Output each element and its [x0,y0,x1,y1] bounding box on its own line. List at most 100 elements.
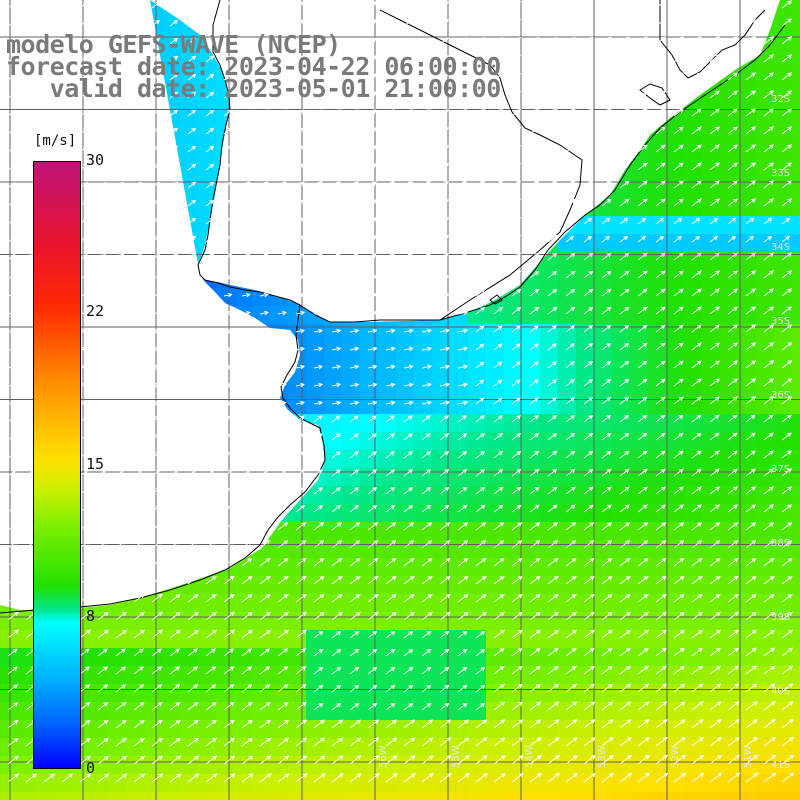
wind-arrow [259,469,269,477]
wind-arrow [475,163,486,171]
wind-arrow [151,19,161,27]
speed-cell [720,648,739,667]
speed-cell [756,216,775,235]
wind-arrow [781,270,793,279]
speed-cell [198,126,217,145]
wind-arrow [673,90,684,99]
speed-cell [180,702,199,721]
speed-cell [522,468,541,487]
wind-arrow [691,235,701,243]
wind-arrow [205,522,217,531]
speed-cell [486,396,505,415]
wind-arrow [691,772,705,783]
speed-cell [504,630,523,649]
wind-arrow [583,126,594,135]
wind-arrow [565,575,577,585]
speed-cell [306,522,325,541]
wind-arrow [331,737,344,747]
wind-arrow [547,665,559,675]
speed-cell [648,216,667,235]
wind-arrow [367,310,378,316]
wind-arrow [7,274,18,280]
speed-cell [468,666,487,685]
wind-arrow [187,199,197,207]
wind-arrow [511,522,523,531]
wind-arrow [511,450,522,459]
wind-arrow [367,540,379,549]
wind-arrow [133,127,143,135]
wind-arrow [151,235,161,243]
speed-cell [396,468,415,487]
wind-arrow [511,737,524,747]
wind-arrow [691,288,702,297]
speed-cell [504,612,523,631]
wind-arrow [277,648,289,657]
wind-arrow [583,647,595,657]
wind-arrow [547,234,558,243]
wind-arrow [367,91,377,99]
speed-cell [756,306,775,325]
speed-cell [558,486,577,505]
speed-cell [486,720,505,739]
wind-arrow [601,217,611,225]
speed-cell [540,756,559,775]
speed-cell [162,594,181,613]
wind-arrow [709,414,720,423]
wind-arrow [115,382,124,388]
speed-cell [126,792,145,800]
speed-cell [612,702,631,721]
wind-arrow [97,401,106,406]
speed-cell [450,594,469,613]
speed-cell [324,450,343,469]
wind-arrow [745,450,756,459]
speed-cell [684,504,703,523]
wind-arrow [583,772,597,783]
wind-arrow [655,611,667,621]
wind-arrow [601,72,612,81]
wind-arrow [7,773,20,783]
wind-arrow [421,199,431,207]
wind-arrow [673,54,684,63]
wind-arrow [277,274,287,280]
speed-cell [486,558,505,577]
speed-cell [468,504,487,523]
wind-arrow [169,127,179,135]
wind-arrow [169,755,182,765]
wind-arrow [763,396,775,405]
speed-cell [432,594,451,613]
speed-cell [576,540,595,559]
wind-arrow [349,292,360,298]
wind-arrow [457,575,469,585]
wind-arrow [763,665,776,675]
wind-arrow [205,505,215,513]
land-area [0,0,780,322]
wind-arrow [673,737,686,747]
wind-arrow [313,235,323,243]
wind-arrow [745,0,756,9]
speed-cell [792,486,800,505]
wind-arrow [565,415,576,423]
wind-arrow [565,719,578,729]
wind-arrow [781,736,794,747]
speed-cell [774,414,793,433]
speed-cell [342,576,361,595]
wind-arrow [223,253,233,261]
wind-arrow [223,19,233,27]
wind-arrow [277,737,290,747]
speed-cell [540,612,559,631]
wind-arrow [151,274,162,280]
speed-cell [684,234,703,253]
speed-cell [432,396,451,415]
wind-arrow [529,540,541,549]
wind-arrow [511,647,523,657]
speed-cell [522,522,541,541]
wind-arrow [79,254,88,261]
speed-cell [666,126,685,145]
wind-arrow [601,522,613,531]
wind-arrow [421,773,434,783]
wind-arrow [421,127,431,135]
wind-arrow [583,701,596,711]
wind-arrow [151,181,161,189]
speed-cell [396,756,415,775]
wind-arrow [97,199,106,207]
